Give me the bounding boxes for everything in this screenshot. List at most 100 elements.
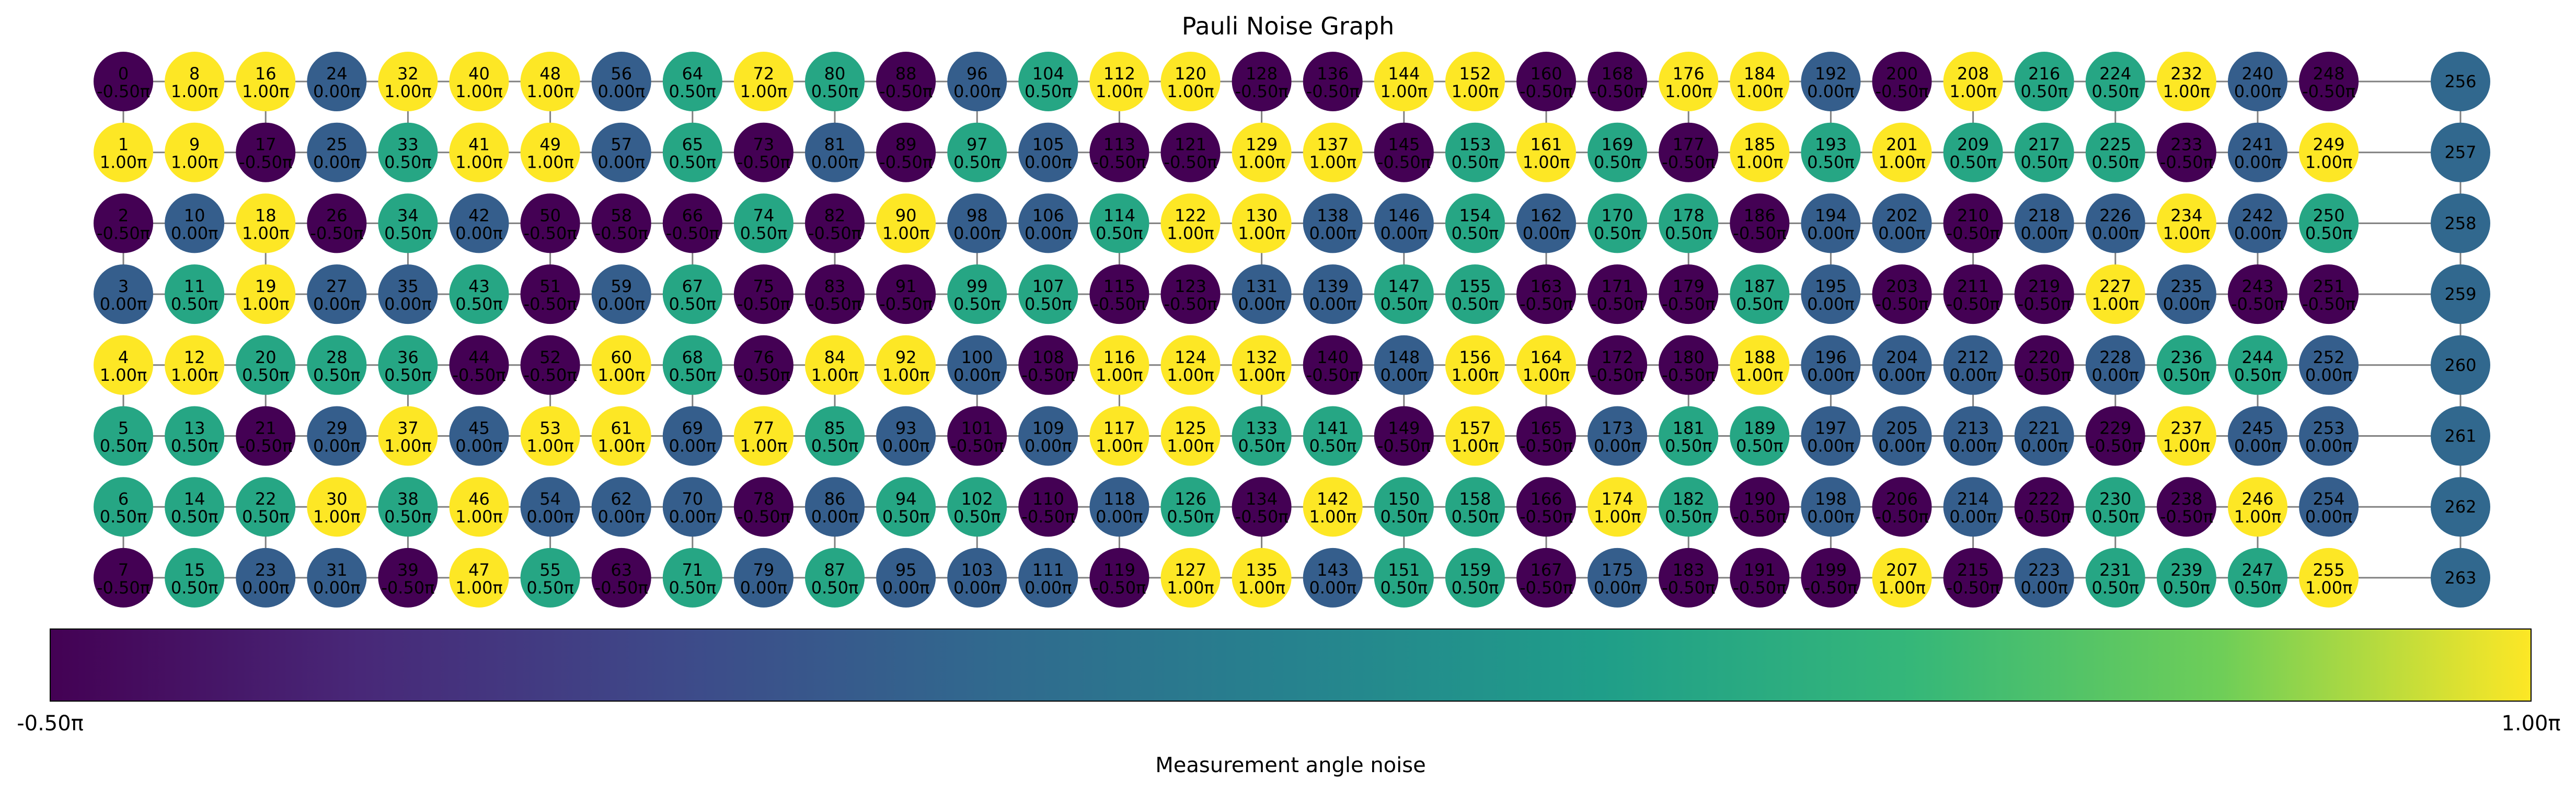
node-circle xyxy=(662,52,722,111)
graph-node: 75-0.50π xyxy=(733,264,794,324)
node-circle xyxy=(165,477,225,537)
node-value-label: 0.50π xyxy=(1452,153,1499,172)
node-id-label: 237 xyxy=(2170,418,2202,438)
node-value-label: 0.00π xyxy=(2092,365,2140,385)
node-circle xyxy=(1445,193,1505,253)
node-id-label: 215 xyxy=(1957,560,1989,580)
node-id-label: 83 xyxy=(824,276,846,296)
graph-node: 91.00π xyxy=(165,122,225,182)
node-id-label: 90 xyxy=(895,205,917,225)
node-circle xyxy=(1872,406,1932,466)
node-value-label: -0.50π xyxy=(1377,153,1431,172)
node-id-label: 160 xyxy=(1530,64,1562,84)
node-value-label: 0.50π xyxy=(669,294,717,314)
node-value-label: 0.00π xyxy=(1309,223,1356,243)
node-id-label: 175 xyxy=(1602,560,1634,580)
node-circle xyxy=(2156,52,2216,111)
node-circle xyxy=(805,264,865,324)
node-circle xyxy=(1445,52,1505,111)
graph-node: 0-0.50π xyxy=(94,52,153,111)
node-value-label: 0.00π xyxy=(1949,507,1997,527)
node-id-label: 161 xyxy=(1530,135,1562,155)
node-id-label: 3 xyxy=(118,276,129,296)
node-circle xyxy=(520,52,580,111)
node-circle xyxy=(591,335,651,395)
node-circle xyxy=(1089,193,1149,253)
node-value-label: -0.50π xyxy=(2018,294,2071,314)
node-circle xyxy=(591,52,651,111)
graph-node: 243-0.50π xyxy=(2228,264,2287,324)
graph-node: 26-0.50π xyxy=(307,193,367,253)
node-id-label: 78 xyxy=(753,489,775,509)
node-value-label: 0.50π xyxy=(953,153,1001,172)
node-value-label: 0.00π xyxy=(2305,507,2353,527)
graph-node: 310.00π xyxy=(307,548,367,608)
node-id-label: 62 xyxy=(611,489,632,509)
node-circle xyxy=(805,52,865,111)
node-id-label: 164 xyxy=(1530,347,1562,367)
node-id-label: 171 xyxy=(1602,276,1634,296)
node-id-label: 96 xyxy=(967,64,988,84)
node-circle xyxy=(876,548,936,608)
node-circle xyxy=(236,193,296,253)
node-circle xyxy=(1516,406,1576,466)
node-value-label: -0.50π xyxy=(1733,578,1786,598)
node-id-label: 10 xyxy=(184,205,205,225)
node-value-label: 1.00π xyxy=(1736,365,1784,385)
node-id-label: 84 xyxy=(824,347,846,367)
node-value-label: 0.00π xyxy=(1381,365,1428,385)
node-value-label: 0.50π xyxy=(171,294,218,314)
node-value-label: -0.50π xyxy=(1662,294,1715,314)
graph-node: 50.50π xyxy=(94,406,153,466)
graph-node: 140.50π xyxy=(165,477,225,537)
graph-node: 710.50π xyxy=(662,548,722,608)
node-id-label: 36 xyxy=(397,347,419,367)
node-circle xyxy=(2156,477,2216,537)
node-id-label: 108 xyxy=(1032,347,1064,367)
node-id-label: 209 xyxy=(1957,135,1989,155)
graph-node: 258 xyxy=(2431,193,2490,253)
node-value-label: 0.50π xyxy=(1736,436,1784,456)
node-value-label: 0.00π xyxy=(882,578,930,598)
graph-node: 350.00π xyxy=(378,264,438,324)
node-id-label: 225 xyxy=(2099,135,2131,155)
graph-node: 430.50π xyxy=(449,264,509,324)
node-value-label: -0.50π xyxy=(595,223,648,243)
node-circle xyxy=(1089,477,1149,537)
node-id-label: 60 xyxy=(611,347,632,367)
node-circle xyxy=(662,122,722,182)
node-id-label: 102 xyxy=(961,489,993,509)
node-id-label: 17 xyxy=(255,135,277,155)
node-id-label: 1 xyxy=(118,135,129,155)
node-id-label: 117 xyxy=(1103,418,1135,438)
node-value-label: 0.50π xyxy=(669,578,717,598)
graph-node: 63-0.50π xyxy=(591,548,651,608)
node-id-label: 92 xyxy=(895,347,917,367)
node-value-label: -0.50π xyxy=(1875,294,1928,314)
graph-node: 401.00π xyxy=(449,52,509,111)
graph-node: 145-0.50π xyxy=(1374,122,1434,182)
node-id-label: 180 xyxy=(1673,347,1705,367)
node-id-label: 75 xyxy=(753,276,775,296)
node-id-label: 93 xyxy=(895,418,917,438)
graph-node: 89-0.50π xyxy=(876,122,936,182)
node-id-label: 173 xyxy=(1602,418,1634,438)
node-value-label: 0.50π xyxy=(1807,153,1855,172)
node-id-label: 7 xyxy=(118,560,129,580)
node-id-label: 178 xyxy=(1673,205,1705,225)
node-circle xyxy=(2299,264,2359,324)
node-circle xyxy=(805,122,865,182)
node-value-label: -0.50π xyxy=(2160,507,2213,527)
graph-node: 203-0.50π xyxy=(1872,264,1932,324)
node-value-label: 0.50π xyxy=(171,436,218,456)
node-circle xyxy=(1872,122,1932,182)
node-id-label: 227 xyxy=(2099,276,2131,296)
node-value-label: 0.50π xyxy=(242,507,290,527)
node-circle xyxy=(805,477,865,537)
